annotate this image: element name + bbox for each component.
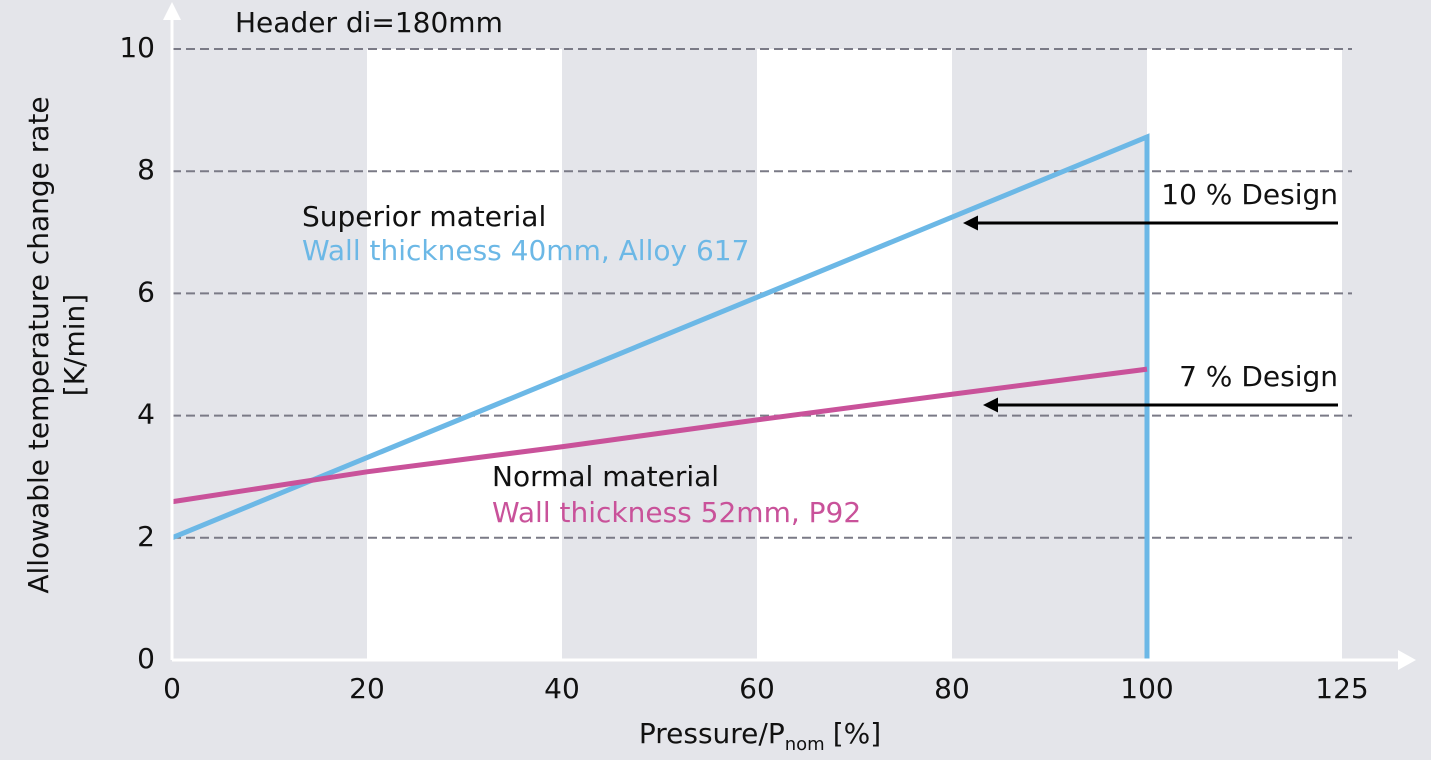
series-label: Wall thickness 52mm, P92 (492, 496, 861, 529)
y-tick-label: 0 (137, 642, 155, 675)
annotation: Normal material (492, 460, 719, 493)
band (1147, 49, 1342, 660)
x-axis-label: Pressure/Pnom [%] (639, 717, 881, 755)
y-label-line: [K/min] (58, 294, 91, 396)
x-label-sub: nom (785, 734, 825, 755)
x-tick-label: 0 (163, 672, 181, 705)
bands (367, 49, 1342, 660)
x-tick-label: 20 (349, 672, 385, 705)
x-label-unit: [%] (833, 717, 881, 750)
x-tick-label: 80 (934, 672, 970, 705)
x-tick-label: 100 (1120, 672, 1173, 705)
band (367, 49, 562, 660)
series-line (171, 366, 1148, 505)
y-tick-label: 4 (137, 398, 155, 431)
y-tick-label: 2 (137, 520, 155, 553)
annotation: Superior material (302, 200, 546, 233)
y-axis-label: Allowable temperature change rate [K/min… (22, 96, 91, 593)
annotation: 7 % Design (1179, 360, 1338, 393)
y-axis-arrow (163, 2, 181, 20)
y-tick-label: 10 (119, 31, 155, 64)
annotation: 10 % Design (1161, 178, 1338, 211)
x-tick-label: 125 (1315, 672, 1368, 705)
lines (171, 133, 1150, 660)
x-tick-label: 40 (544, 672, 580, 705)
x-label-main: Pressure/P (639, 717, 785, 750)
x-tick-label: 60 (739, 672, 775, 705)
y-tick-label: 8 (137, 153, 155, 186)
series-line (171, 133, 1150, 660)
y-tick-label: 6 (137, 275, 155, 308)
x-axis-arrow (1398, 650, 1416, 670)
series-label: Wall thickness 40mm, Alloy 617 (302, 234, 749, 267)
chart-title: Header di=180mm (235, 6, 503, 39)
band (757, 49, 952, 660)
y-label-line: Allowable temperature change rate (22, 96, 55, 593)
